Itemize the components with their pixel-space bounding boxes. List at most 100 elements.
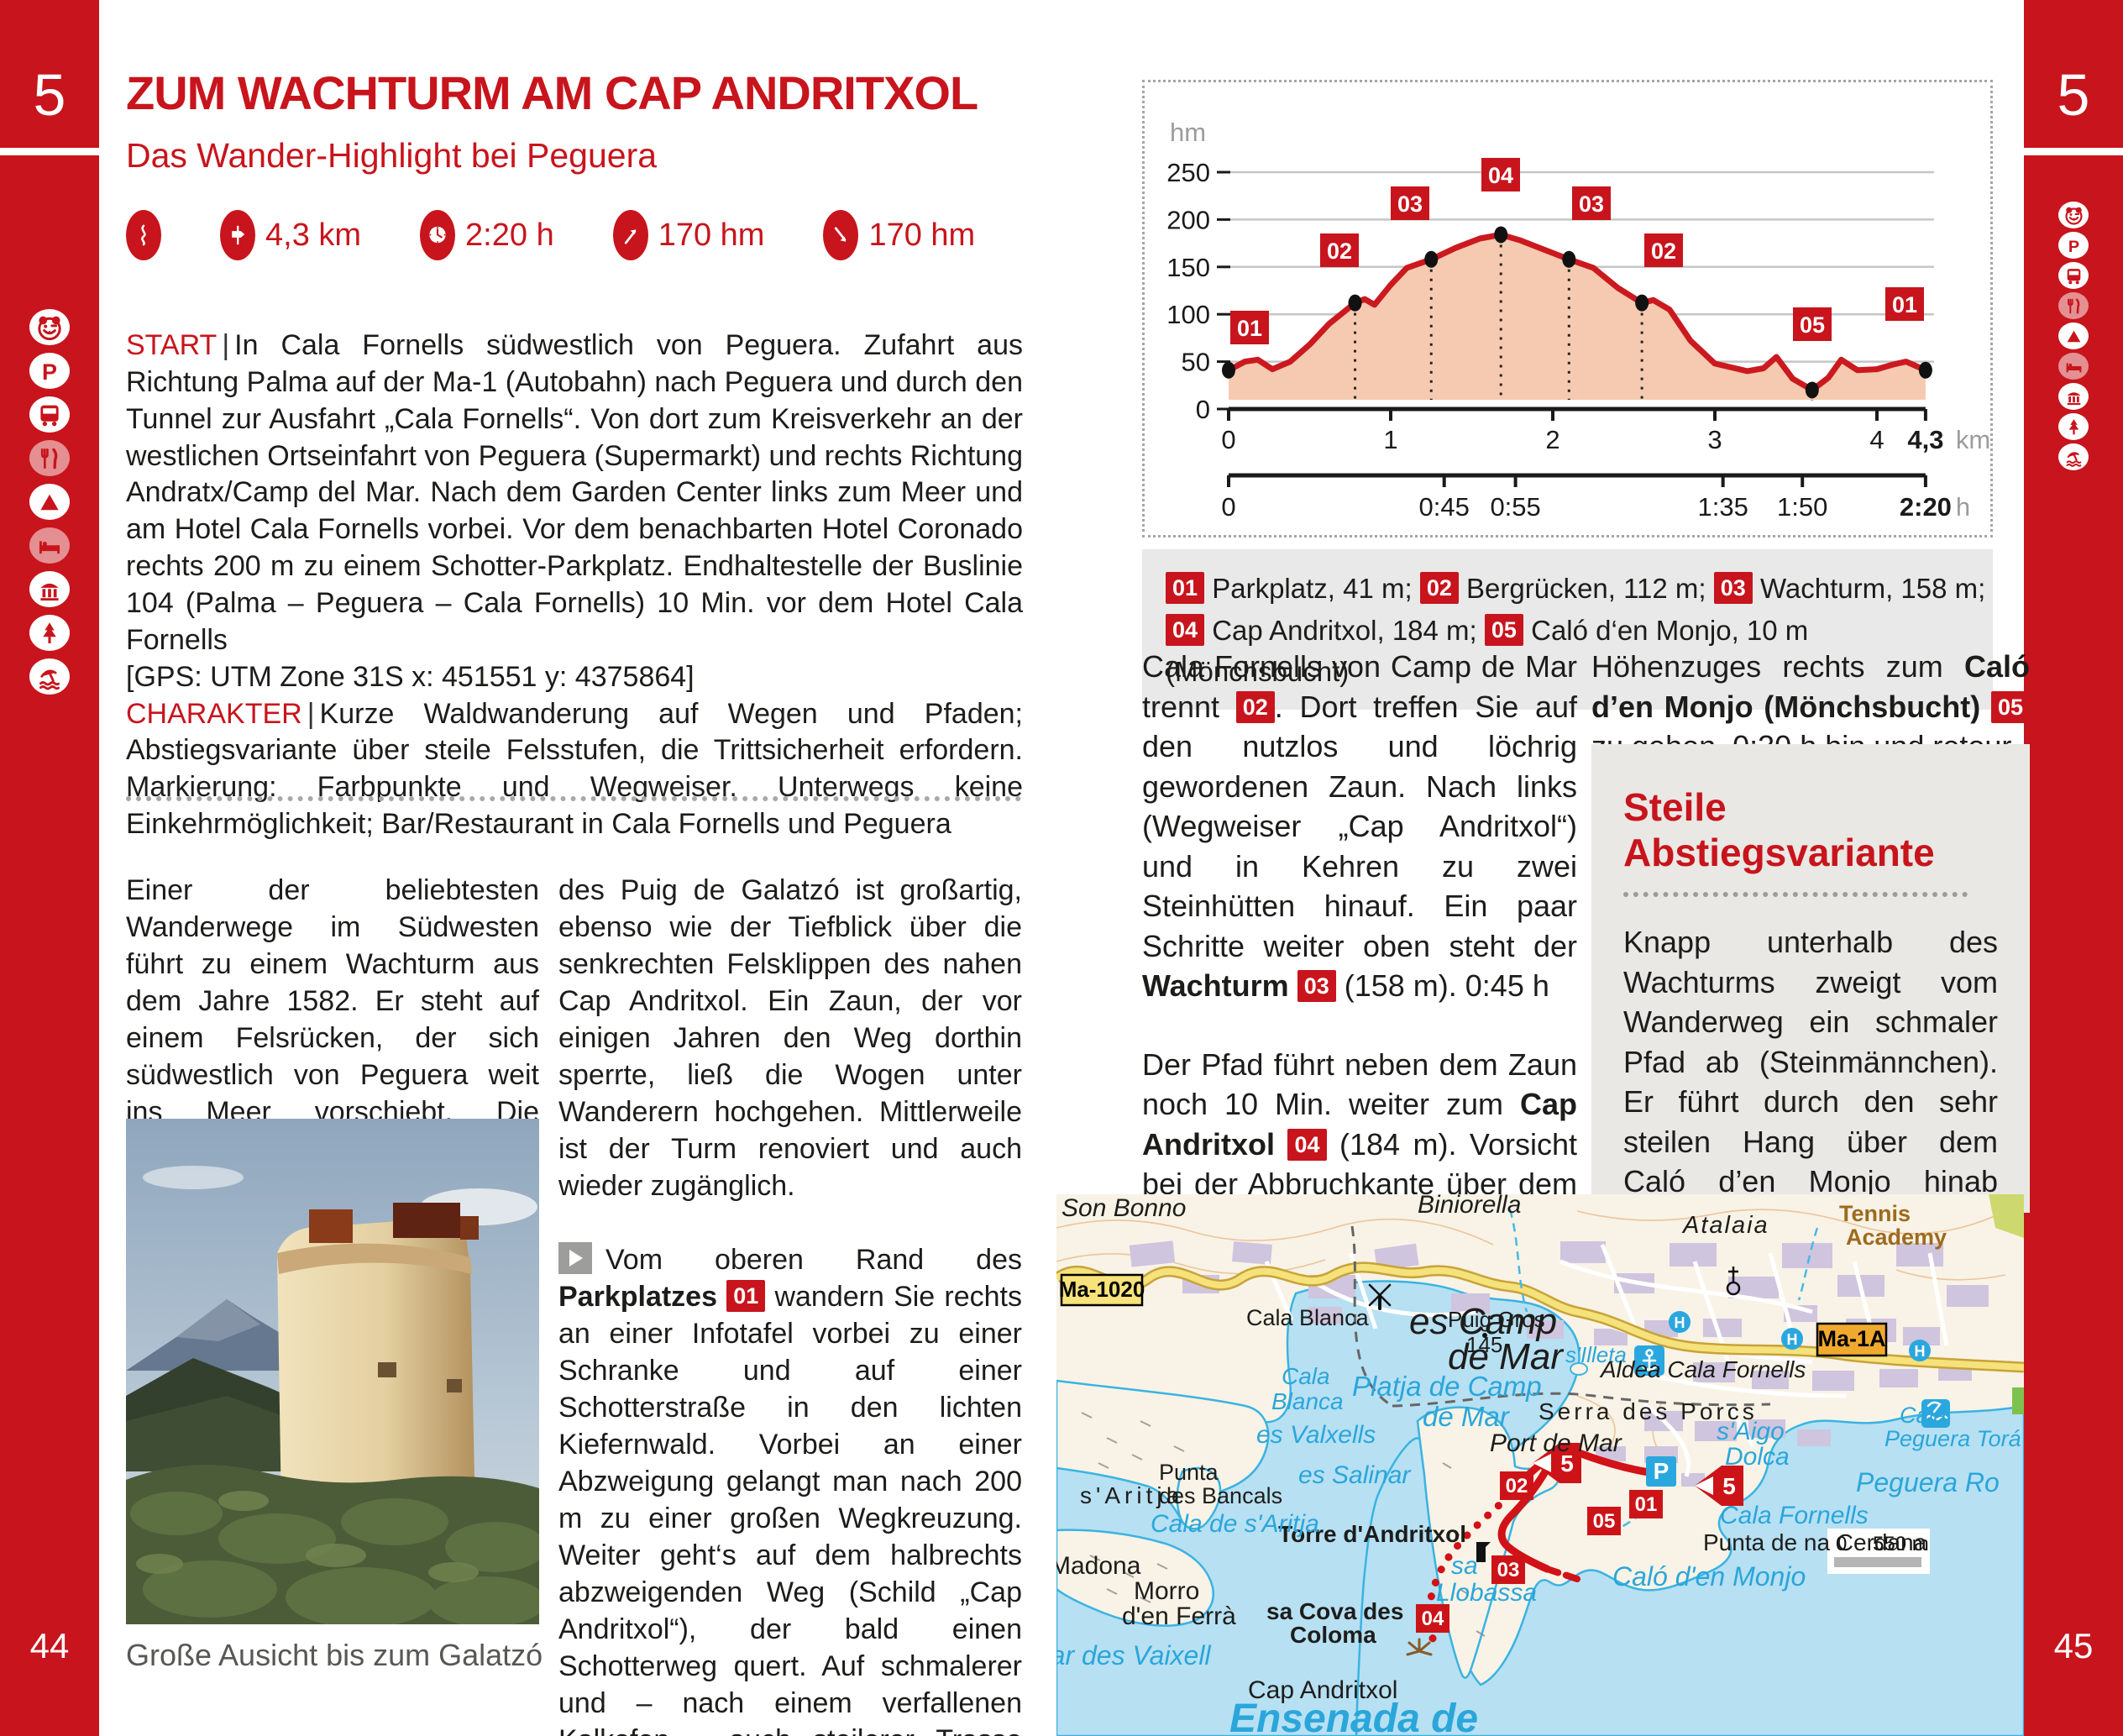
photo-caption: Große Ausicht bis zum Galatzó (126, 1638, 543, 1672)
text-segment: wandern Sie rechts an einer Infotafel vo… (558, 1281, 1022, 1736)
page-title: ZUM WACHTURM AM CAP ANDRITXOL (126, 66, 978, 119)
dotted-divider (126, 796, 1021, 801)
svg-text:5: 5 (1722, 1473, 1736, 1499)
svg-text:0: 0 (1221, 425, 1235, 454)
svg-text:50: 50 (1182, 348, 1210, 377)
waypoint-badge-05: 05 (1484, 613, 1523, 646)
map-label: Cala de s'Aritja (1151, 1510, 1319, 1538)
bold-term: Cap Andritxol (1142, 1087, 1577, 1162)
svg-text:550 m: 550 m (1873, 1533, 1929, 1555)
map-waypoint-01: 01 (1635, 1493, 1658, 1516)
svg-text:1:35: 1:35 (1697, 492, 1748, 522)
map-label: Punta de na Cerdana (1703, 1529, 1927, 1555)
svg-text:H: H (1787, 1331, 1798, 1348)
svg-text:4: 4 (1869, 425, 1884, 454)
waypoint-legend: 01 Parkplatz, 41 m; 02 Bergrücken, 112 m… (1142, 549, 1993, 710)
waypoint-badge-01: 01 (726, 1280, 766, 1313)
map-label: Madona (1056, 1552, 1141, 1580)
tour-shield: 5 5 (1533, 1443, 1743, 1506)
map-waypoint-02: 02 (1506, 1475, 1528, 1497)
dotted-divider (1623, 892, 1968, 897)
parking-icon (2058, 232, 2089, 259)
svg-text:5: 5 (1560, 1450, 1574, 1476)
svg-text:02: 02 (1327, 239, 1352, 264)
start-label: START (126, 329, 218, 361)
duration-stat: 2:20 h (420, 210, 554, 260)
route-start-icon (558, 1242, 592, 1275)
svg-text:0:55: 0:55 (1490, 492, 1540, 522)
text-segment: . Dort treffen Sie auf den nutzlos und l… (1142, 689, 1577, 963)
descent-stat: 170 hm (823, 210, 975, 260)
bear-icon (2058, 202, 2089, 228)
waypoint-badge-02: 02 (1419, 572, 1459, 604)
waypoint-badge-02: 02 (1235, 690, 1275, 723)
bus-icon (29, 396, 70, 433)
variant-box-title: Steile Abstiegsvariante (1623, 785, 1935, 874)
map-label: Dolca (1725, 1443, 1790, 1471)
tower-symbol (1476, 1542, 1491, 1562)
waypoint-badge-01: 01 (1166, 572, 1205, 604)
svg-text:100: 100 (1166, 300, 1210, 329)
map-label: es Valxells (1256, 1421, 1376, 1449)
map-label: sa Cova des (1266, 1598, 1403, 1624)
start-charakter-block: START | In Cala Fornells südwestlich von P… (126, 329, 1023, 841)
map-label: Son Bonno (1062, 1194, 1186, 1222)
svg-text:3: 3 (1707, 425, 1722, 454)
bed-icon (2058, 353, 2089, 380)
legend-line-2: 04 Cap Andritxol, 184 m; 05 Caló d‘en Mo… (1166, 610, 1993, 693)
svg-text:km: km (1956, 425, 1990, 454)
map-label: Port de Mar (1490, 1429, 1622, 1457)
distance-stat: 4,3 km (220, 210, 361, 260)
bed-icon (29, 527, 70, 564)
svg-text:H: H (1915, 1343, 1926, 1360)
svg-text:250: 250 (1166, 158, 1210, 187)
map-label: Coloma (1290, 1622, 1376, 1648)
map-label: Mar des Vaixell (1056, 1640, 1211, 1670)
charakter-text: Kurze Waldwanderung auf Wegen und Pfaden… (126, 697, 1023, 841)
map-label: des Bancals (1159, 1483, 1282, 1508)
svg-text:03: 03 (1579, 191, 1604, 217)
legend-text: Bergrücken, 112 m; (1458, 573, 1714, 604)
svg-text:01: 01 (1237, 316, 1262, 341)
svg-text:1:50: 1:50 (1777, 492, 1827, 522)
trail-icon (126, 210, 161, 260)
bold-term: Parkplatzes (558, 1281, 717, 1314)
map-label: Cala Blanca (1246, 1305, 1370, 1330)
map-label: Cala (1282, 1363, 1330, 1389)
svg-text:01: 01 (1892, 292, 1917, 317)
map-label: Morro (1134, 1577, 1199, 1605)
waypoint-badge-04: 04 (1166, 613, 1205, 646)
ascent-value: 170 hm (658, 217, 765, 253)
ascent-arrow-icon (612, 210, 648, 260)
map-waypoint-03: 03 (1497, 1559, 1520, 1581)
map-scale-bar: 0 550 m (1827, 1529, 1930, 1574)
map-label: Puig Gros (1448, 1307, 1545, 1332)
map-label: Peguera Ro (1856, 1467, 2000, 1497)
waypoint-badge-03: 03 (1297, 970, 1336, 1003)
map-label: Caló d'en Monjo (1612, 1561, 1806, 1592)
article-column-2: des Puig de Galatzó ist großartig, ebens… (558, 872, 1022, 1736)
svg-text:03: 03 (1397, 191, 1423, 217)
map-label: Platja de Camp (1352, 1371, 1542, 1402)
map-label: Academy (1846, 1225, 1947, 1250)
hotel-markers: H H H (1669, 1311, 1931, 1361)
mountain-icon (29, 484, 70, 520)
bus-icon (2058, 262, 2089, 289)
clock-icon (420, 210, 456, 260)
left-sidebar-icons (0, 309, 99, 695)
descent-arrow-icon (823, 210, 859, 260)
map-label: sa (1451, 1552, 1478, 1580)
svg-text:150: 150 (1166, 253, 1210, 282)
svg-text:h: h (1956, 492, 1970, 522)
map-label: Llobassa (1436, 1579, 1537, 1607)
svg-text:0: 0 (1196, 395, 1210, 424)
right-sidebar: 5 (2024, 0, 2123, 1736)
map-label: Cala (1900, 1403, 1947, 1428)
map-label: s'Aigo (1717, 1418, 1785, 1445)
svg-text:02: 02 (1651, 239, 1676, 264)
road-shield-ma1a: Ma-1A (1817, 1326, 1885, 1351)
svg-text:hm: hm (1170, 118, 1206, 147)
svg-text:4,3: 4,3 (1907, 425, 1943, 454)
ascent-stat: 170 hm (612, 210, 765, 260)
distance-value: 4,3 km (265, 217, 362, 253)
